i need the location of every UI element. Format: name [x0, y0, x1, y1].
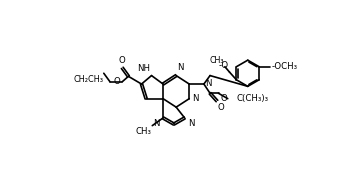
- Text: O: O: [113, 77, 120, 86]
- Text: O: O: [118, 56, 125, 65]
- Text: O: O: [218, 103, 225, 112]
- Text: CH₃: CH₃: [135, 127, 152, 136]
- Text: CH₃: CH₃: [210, 56, 224, 65]
- Text: N: N: [153, 119, 160, 128]
- Text: O: O: [221, 94, 227, 103]
- Text: C(CH₃)₃: C(CH₃)₃: [237, 94, 269, 103]
- Text: NH: NH: [137, 64, 150, 73]
- Text: -O: -O: [219, 61, 229, 70]
- Text: -OCH₃: -OCH₃: [271, 62, 297, 71]
- Text: N: N: [177, 64, 183, 73]
- Text: CH₂CH₃: CH₂CH₃: [73, 75, 103, 84]
- Text: N: N: [205, 79, 211, 88]
- Text: N: N: [192, 94, 199, 103]
- Text: N: N: [188, 119, 194, 128]
